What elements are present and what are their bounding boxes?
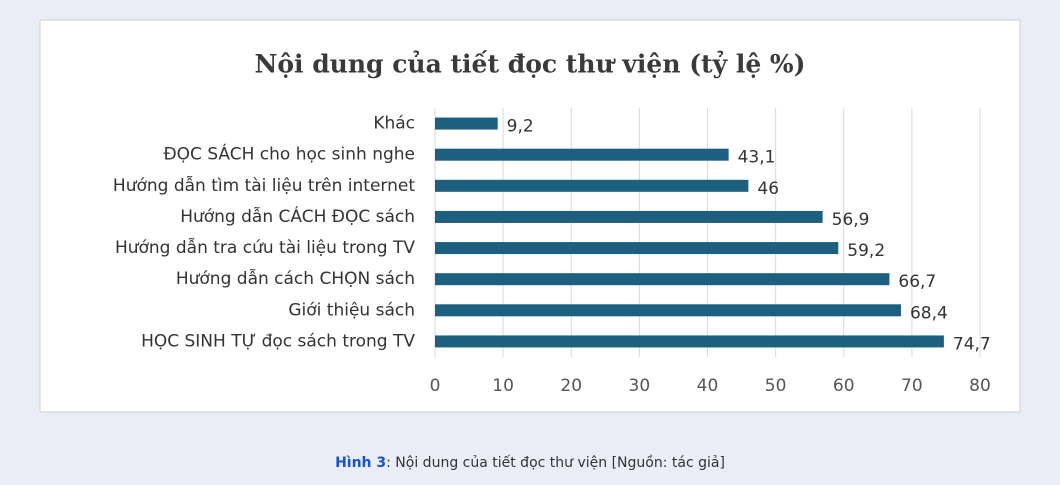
x-tick-label: 10 — [492, 376, 514, 396]
chart-title: Nội dung của tiết đọc thư viện (tỷ lệ %) — [254, 50, 805, 79]
caption: Hình 3: Nội dung của tiết đọc thư viện [… — [335, 454, 725, 471]
y-tick-label: Hướng dẫn cách CHỌN sách — [176, 268, 415, 289]
x-tick-label: 50 — [765, 376, 787, 396]
x-tick-label: 0 — [430, 376, 441, 396]
caption-text: : Nội dung của tiết đọc thư viện [Nguồn:… — [386, 454, 725, 471]
bar — [435, 304, 901, 317]
y-tick-label: Hướng dẫn tìm tài liệu trên internet — [113, 175, 415, 196]
bar — [435, 148, 729, 161]
x-tick-label: 20 — [560, 376, 582, 396]
x-tick-label: 60 — [833, 376, 855, 396]
data-label: 66,7 — [898, 272, 936, 292]
caption-label: Hình 3 — [335, 455, 386, 471]
y-tick-label: Giới thiệu sách — [288, 300, 415, 320]
y-tick-label: HỌC SINH TỰ đọc sách trong TV — [141, 331, 415, 351]
y-tick-label: Hướng dẫn CÁCH ĐỌC sách — [180, 205, 415, 227]
data-label: 56,9 — [832, 210, 870, 230]
bar — [435, 335, 944, 348]
x-tick-label: 40 — [697, 376, 719, 396]
y-tick-label: Hướng dẫn tra cứu tài liệu trong TV — [115, 237, 415, 258]
data-label: 74,7 — [953, 334, 991, 354]
data-label: 68,4 — [910, 303, 948, 323]
data-label: 9,2 — [507, 117, 534, 137]
bar — [435, 179, 749, 192]
data-label: 59,2 — [847, 241, 885, 261]
bar — [435, 242, 839, 255]
data-label: 46 — [757, 179, 779, 199]
x-tick-label: 80 — [969, 376, 991, 396]
bar — [435, 117, 498, 130]
y-tick-label: ĐỌC SÁCH cho học sinh nghe — [163, 143, 415, 165]
bar — [435, 273, 890, 286]
x-tick-label: 70 — [901, 376, 923, 396]
data-label: 43,1 — [738, 148, 776, 168]
bar — [435, 210, 823, 223]
x-tick-label: 30 — [629, 376, 651, 396]
y-tick-label: Khác — [373, 114, 415, 134]
